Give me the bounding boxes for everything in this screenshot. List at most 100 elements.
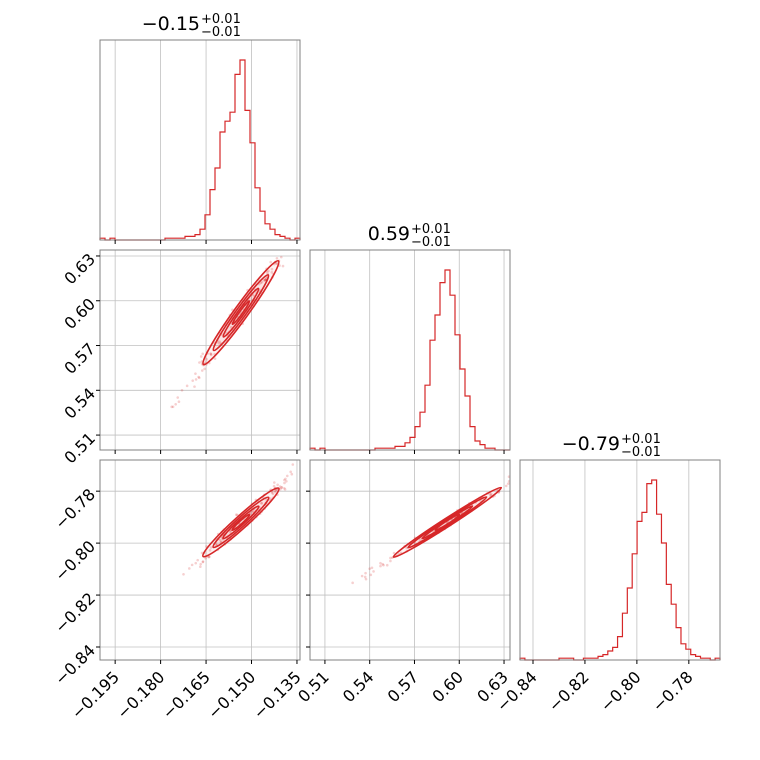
scatter-point <box>198 361 201 364</box>
scatter-point <box>209 546 213 549</box>
scatter-point <box>271 492 275 496</box>
scatter-point <box>170 405 173 409</box>
scatter-point <box>379 561 382 565</box>
scatter-point <box>504 484 508 488</box>
scatter-point <box>392 551 396 555</box>
scatter-point <box>218 538 222 542</box>
scatter-point <box>205 357 208 361</box>
scatter-point <box>363 575 367 579</box>
x-tick-label: −0.80 <box>597 667 645 715</box>
title-param-3-value: −0.79 <box>562 433 620 455</box>
scatter-point <box>234 513 238 517</box>
scatter-point <box>194 372 197 375</box>
scatter-point <box>382 563 385 567</box>
scatter-point <box>280 486 283 490</box>
scatter-point <box>201 560 205 563</box>
scatter-point <box>389 556 392 560</box>
x-tick-label: 0.57 <box>384 667 423 706</box>
scatter-point <box>193 385 196 388</box>
density-contour-2 <box>407 496 488 549</box>
scatter-point <box>218 340 221 343</box>
scatter-point <box>176 396 180 399</box>
title-param-1-minus: −0.01 <box>201 25 241 40</box>
y-tick-label: −0.78 <box>51 485 99 533</box>
histogram-panel-param-2 <box>309 249 511 454</box>
correlation-panel-param-1-vs-2: 0.51 0.54 0.57 0.60 0.63 <box>60 249 301 468</box>
scatter-point <box>270 491 274 494</box>
scatter-point <box>185 384 189 388</box>
histogram-step-line <box>519 479 721 661</box>
scatter-point <box>262 278 266 282</box>
scatter-point <box>381 562 384 566</box>
title-param-3-minus: −0.01 <box>621 445 661 460</box>
histogram-step-line <box>309 269 510 451</box>
scatter-point <box>291 463 295 466</box>
scatter-point <box>270 267 274 271</box>
scatter-point <box>283 481 286 485</box>
scatter-point <box>281 264 285 268</box>
histogram-panel-param-3: −0.84 −0.82 −0.80 −0.78 <box>493 459 721 715</box>
histogram-panel-param-1 <box>99 39 301 244</box>
scatter-point <box>370 566 374 570</box>
density-contour-2 <box>212 496 270 549</box>
density-contour-4 <box>231 513 251 532</box>
x-tick-label: 0.54 <box>339 667 378 706</box>
scatter-point <box>191 379 195 382</box>
scatter-point <box>260 502 263 505</box>
scatter-point <box>177 400 181 404</box>
scatter-point <box>490 492 493 496</box>
density-contour-1 <box>202 487 280 558</box>
scatter-point <box>219 540 223 543</box>
scatter-point <box>267 269 270 273</box>
scatter-point <box>260 501 264 505</box>
scatter-point <box>171 405 175 409</box>
x-tick-label: −0.180 <box>113 667 168 722</box>
scatter-point <box>273 489 277 492</box>
title-param-1-plus: +0.01 <box>201 12 241 27</box>
scatter-point <box>265 270 269 274</box>
scatter-point <box>208 549 212 552</box>
density-contour-4 <box>434 513 461 532</box>
scatter-point <box>369 573 373 577</box>
density-contour-1 <box>202 259 280 366</box>
y-tick-label: 0.57 <box>60 339 99 378</box>
correlation-panel-param-2-vs-3: 0.51 0.54 0.57 0.60 0.63 <box>294 459 512 706</box>
x-tick-label: −0.165 <box>159 667 214 722</box>
scatter-point <box>209 353 213 357</box>
scatter-point <box>199 562 203 566</box>
panel-frame <box>99 39 301 241</box>
y-tick-label: 0.51 <box>60 429 99 468</box>
y-tick-label: 0.60 <box>60 294 99 333</box>
panel-frame <box>99 459 301 661</box>
scatter-point <box>278 485 282 488</box>
title-param-2-minus: −0.01 <box>411 235 451 250</box>
scatter-point <box>489 493 493 497</box>
scatter-point <box>275 262 278 265</box>
scatter-point <box>289 470 292 474</box>
scatter-point <box>207 555 211 559</box>
scatter-point <box>199 565 202 568</box>
density-contour-4 <box>231 300 251 326</box>
scatter-point <box>273 490 277 494</box>
scatter-point <box>263 278 267 281</box>
scatter-point <box>282 486 286 490</box>
x-tick-label: 0.60 <box>428 667 467 706</box>
scatter-point <box>372 570 375 573</box>
y-tick-label: −0.84 <box>51 641 99 689</box>
scatter-point <box>201 560 205 564</box>
density-contour-1 <box>392 486 503 559</box>
scatter-point <box>203 367 206 371</box>
scatter-point <box>272 484 276 488</box>
scatter-point <box>285 479 288 483</box>
scatter-point <box>285 474 289 478</box>
title-param-2-plus: +0.01 <box>411 222 451 237</box>
panel-frame <box>309 459 511 661</box>
scatter-point <box>196 558 199 562</box>
title-param-3-plus: +0.01 <box>621 432 661 447</box>
scatter-point <box>385 563 389 567</box>
scatter-point <box>182 573 185 576</box>
panel-frame <box>309 249 511 451</box>
histogram-step-line <box>99 59 301 241</box>
scatter-point <box>360 574 364 578</box>
